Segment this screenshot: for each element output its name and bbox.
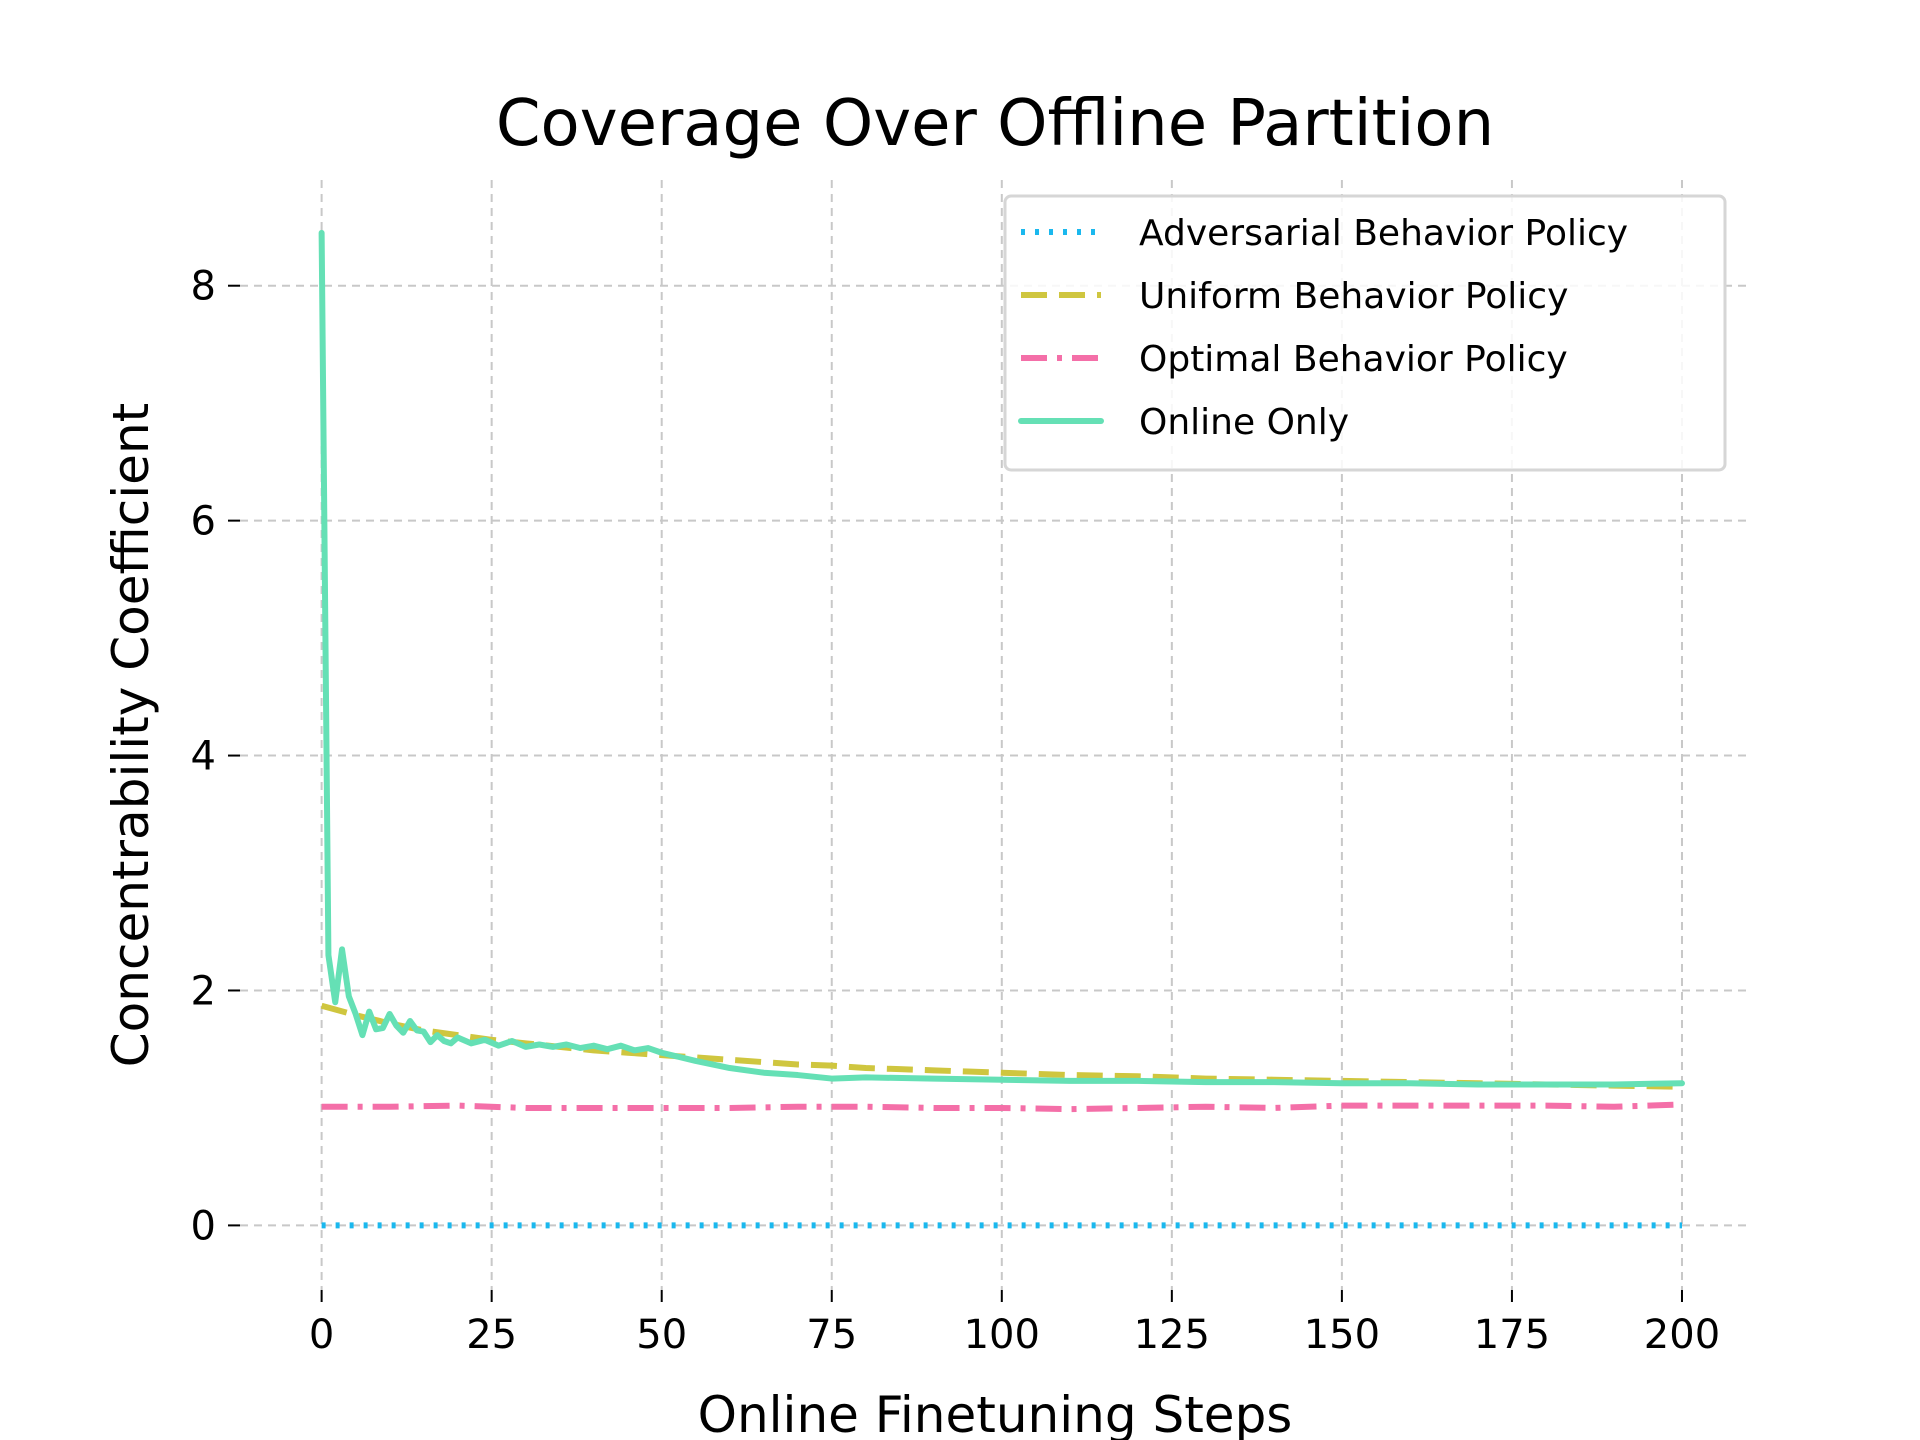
legend-entry-label: Adversarial Behavior Policy (1139, 213, 1628, 254)
legend-box (1003, 194, 1727, 472)
series-line-optimal-behavior-policy (321, 1101, 1683, 1113)
y-tick-label: 0 (191, 1203, 216, 1249)
y-tick-label: 6 (191, 499, 216, 545)
axes: 0 25 50 75 100 125 150 175 200 0 2 4 6 8 (191, 264, 1721, 1358)
legend: Adversarial Behavior Policy Uniform Behav… (1003, 194, 1727, 472)
y-tick-label: 4 (191, 734, 216, 780)
series-lines (318, 229, 1685, 1229)
x-axis-label: Online Finetuning Steps (698, 1386, 1293, 1440)
y-axis-label: Concentrability Coefficient (102, 403, 160, 1067)
legend-entry-label: Uniform Behavior Policy (1139, 276, 1568, 317)
x-tick-label: 0 (309, 1312, 334, 1358)
x-tick-label: 125 (1134, 1312, 1210, 1358)
x-tick-label: 200 (1644, 1312, 1720, 1358)
x-tick-label: 75 (806, 1312, 857, 1358)
x-tick-label: 150 (1304, 1312, 1380, 1358)
legend-entry-label: Optimal Behavior Policy (1139, 339, 1568, 380)
x-tick-label: 100 (964, 1312, 1040, 1358)
series-line-online-only (318, 229, 1685, 1088)
x-tick-label: 175 (1474, 1312, 1550, 1358)
legend-entry-label: Online Only (1139, 402, 1349, 443)
x-tick-label: 50 (636, 1312, 687, 1358)
y-tick-label: 2 (191, 968, 216, 1014)
x-tick-label: 25 (466, 1312, 517, 1358)
chart-title: Coverage Over Offline Partition (496, 87, 1494, 161)
y-tick-label: 8 (191, 264, 216, 310)
